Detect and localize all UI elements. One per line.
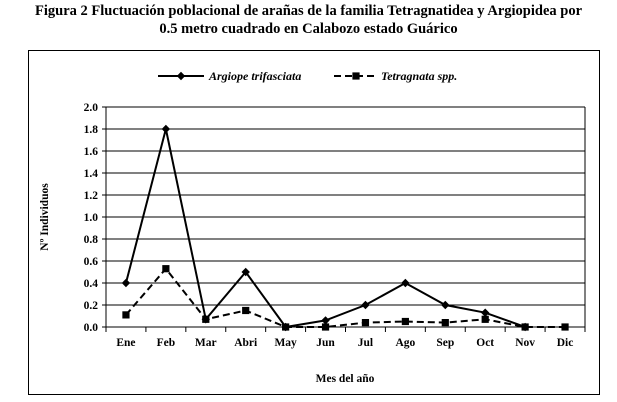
x-tick-label: Oct [476, 337, 494, 349]
y-tick-label: 0.6 [84, 256, 99, 268]
x-tick-label: Ago [395, 337, 415, 349]
data-point [481, 315, 489, 323]
data-point [241, 267, 250, 277]
x-tick-labels: Ene Feb Mar Abri May Jun Jul Ago Sep Oct Nov Dic [116, 337, 573, 349]
data-point [361, 300, 370, 310]
x-tick-label: Abri [234, 337, 258, 349]
data-point [242, 306, 250, 315]
x-tick-label: Dic [557, 337, 574, 349]
data-point [401, 317, 409, 326]
data-point [161, 124, 171, 134]
data-point [321, 323, 330, 331]
figure-title: Figura 2 Fluctuación poblacional de arañ… [0, 2, 617, 38]
x-tick-label: May [274, 337, 297, 349]
data-point [401, 278, 410, 288]
data-point [121, 278, 131, 288]
grid-lines [106, 106, 585, 328]
series-tetragnata [122, 265, 569, 331]
x-tick-label: Jul [358, 337, 373, 349]
legend: Argiope trifasciata Tetragnata spp. [158, 69, 457, 83]
figure-title-line-2: 0.5 metro cuadrado en Calabozo estado Gu… [159, 21, 458, 37]
y-tick-labels: 0.0 0.2 0.4 0.6 0.8 1.0 1.2 1.4 1.6 1.8 2.0 [84, 102, 99, 334]
x-axis-title: Mes del año [316, 373, 375, 385]
y-tick-label: 1.8 [84, 124, 99, 136]
y-tick-label: 0.2 [84, 300, 99, 312]
x-tick-label: Jun [316, 337, 335, 349]
data-point [162, 265, 170, 273]
data-point [321, 316, 330, 325]
data-point [481, 308, 490, 317]
y-tick-label: 0.4 [84, 278, 99, 290]
y-axis-title: Nº Individuos [39, 183, 51, 251]
chart-frame [28, 50, 600, 395]
axes [102, 106, 586, 332]
data-point [441, 319, 449, 327]
data-point [561, 323, 569, 331]
y-tick-label: 2.0 [84, 102, 99, 114]
y-tick-label: 1.0 [84, 212, 99, 224]
figure-title-line-1: Figura 2 Fluctuación poblacional de arañ… [35, 3, 582, 19]
x-tick-label: Ene [116, 337, 135, 349]
x-tick-label: Nov [515, 337, 535, 349]
data-point [282, 323, 290, 331]
legend-label: Argiope trifasciata [208, 69, 301, 83]
x-tick-label: Feb [157, 337, 176, 349]
y-tick-label: 0.0 [84, 322, 99, 334]
legend-item: Tetragnata spp. [334, 69, 457, 83]
legend-label: Tetragnata spp. [381, 69, 457, 83]
y-tick-label: 1.2 [84, 190, 99, 202]
legend-item: Argiope trifasciata [158, 69, 301, 83]
x-tick-label: Sep [436, 337, 454, 349]
data-point [122, 311, 130, 319]
y-tick-label: 1.4 [84, 168, 99, 180]
series-argiope [121, 124, 530, 332]
data-point [521, 323, 529, 331]
legend-marker [352, 72, 360, 80]
series-line [125, 267, 566, 328]
legend-marker [176, 71, 186, 81]
series-line [124, 128, 526, 329]
y-tick-label: 0.8 [84, 234, 99, 246]
data-point [361, 319, 370, 327]
data-series [121, 124, 569, 332]
data-point [202, 315, 210, 323]
x-tick-label: Mar [195, 337, 217, 349]
data-point [441, 300, 450, 310]
y-tick-label: 1.6 [84, 146, 99, 158]
